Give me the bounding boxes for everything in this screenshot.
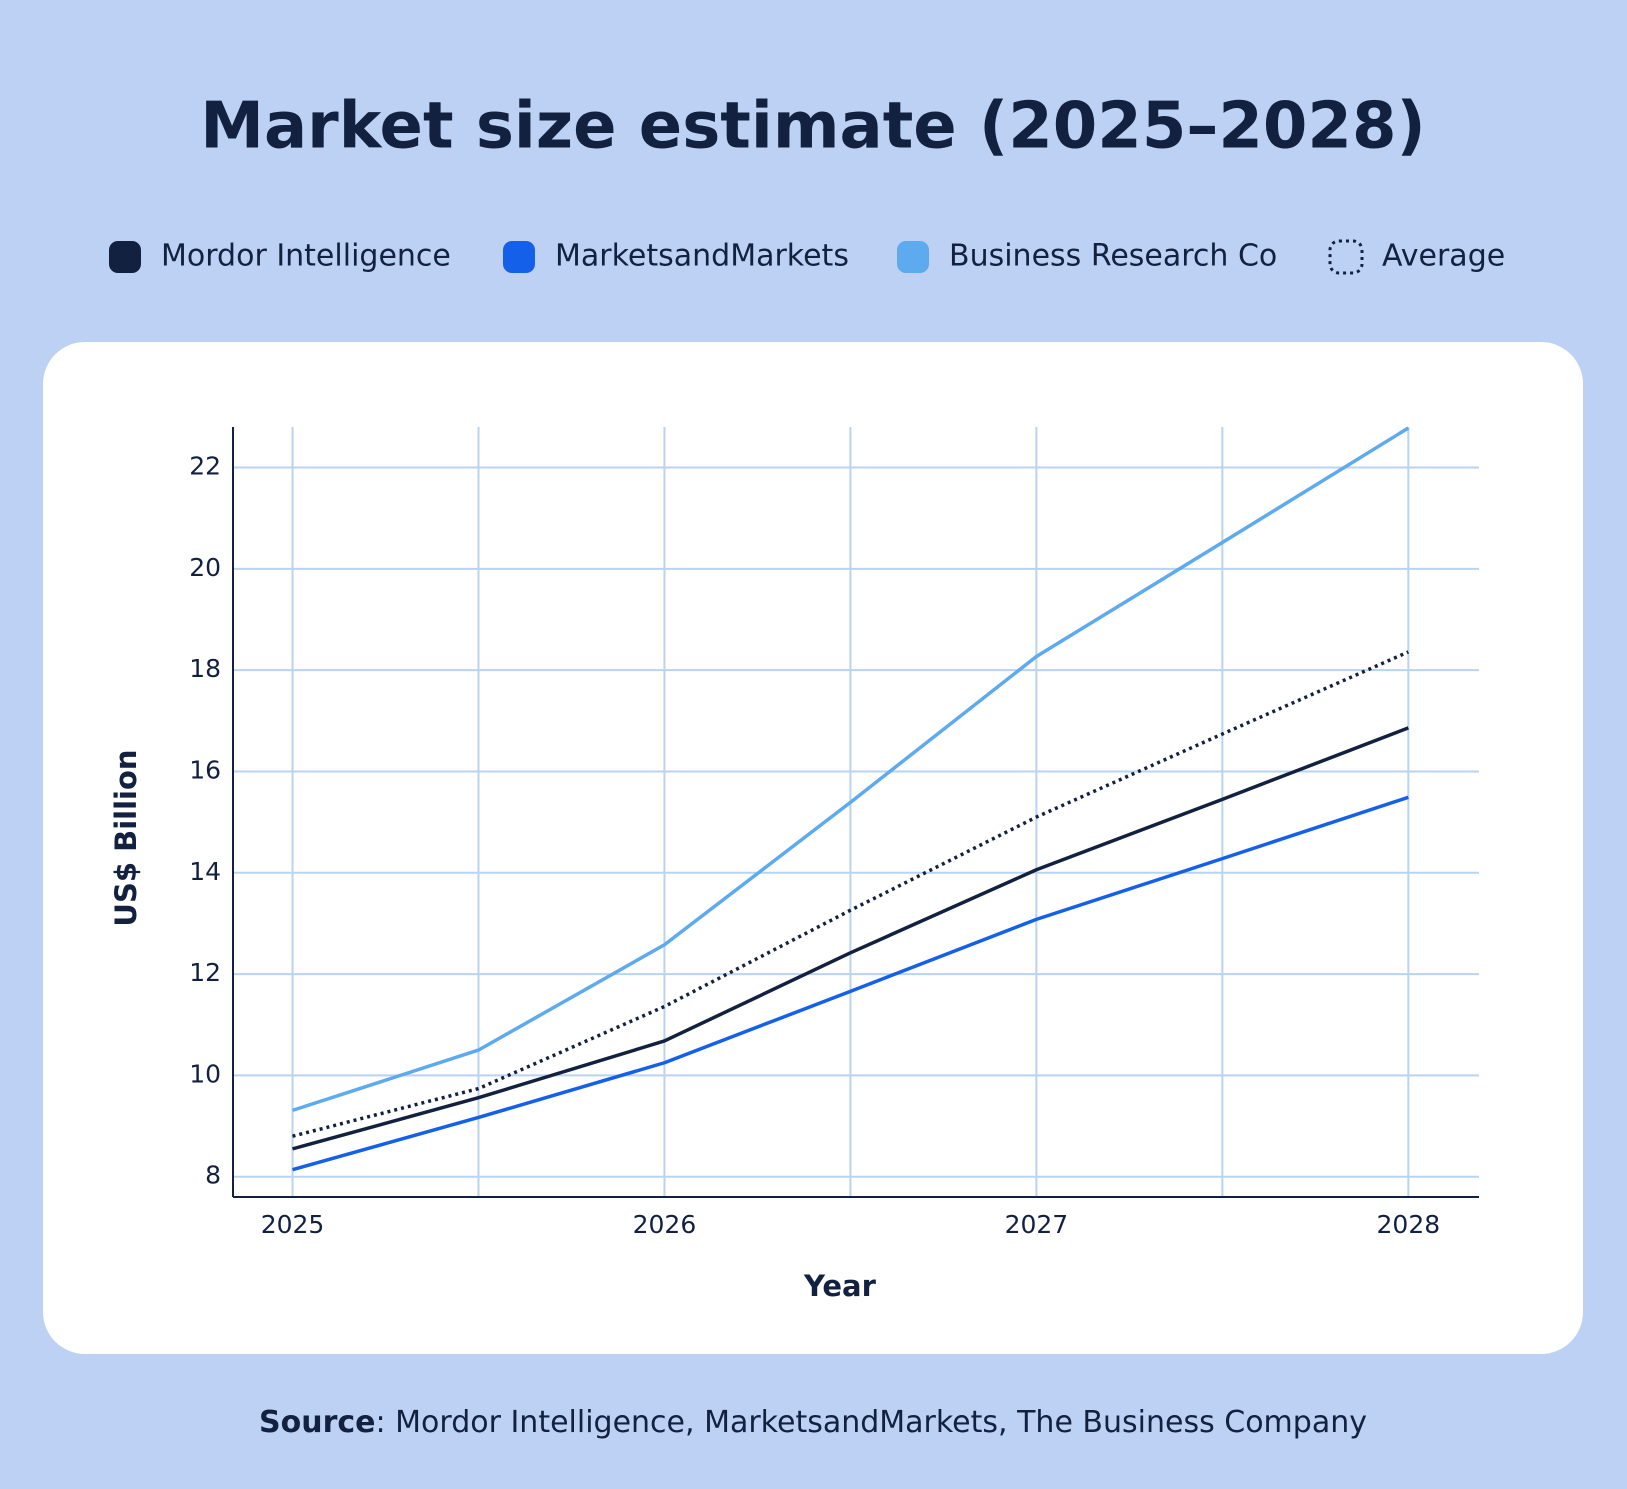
legend-marker [897, 241, 929, 273]
x-tick-label: 2025 [261, 1210, 325, 1239]
x-tick-label: 2027 [1005, 1210, 1069, 1239]
legend-marker [503, 241, 535, 273]
x-axis-title: Year [803, 1269, 877, 1303]
plot-card [43, 342, 1583, 1354]
legend-label: Average [1382, 239, 1505, 274]
legend-label: MarketsandMarkets [555, 239, 849, 274]
series-line [292, 726, 1409, 1151]
source-label: Source [259, 1405, 376, 1440]
y-axis-title: US$ Billion [109, 749, 143, 926]
legend-label: Mordor Intelligence [161, 239, 451, 274]
source-note: Source: Mordor Intelligence, MarketsandM… [259, 1405, 1367, 1440]
y-tick-label: 14 [189, 857, 221, 886]
legend-label: Business Research Co [949, 239, 1277, 274]
legend-marker [109, 241, 141, 273]
chart-title: Market size estimate (2025–2028) [200, 90, 1425, 164]
legend-marker [1328, 239, 1364, 275]
y-tick-label: 18 [189, 654, 221, 683]
source-text: : Mordor Intelligence, MarketsandMarkets… [376, 1405, 1367, 1440]
y-tick-label: 8 [205, 1161, 221, 1190]
y-tick-label: 16 [189, 755, 221, 784]
series-line [292, 650, 1410, 1138]
y-tick-label: 10 [189, 1059, 221, 1088]
series-line [291, 426, 1410, 1113]
y-tick-label: 12 [189, 958, 221, 987]
y-tick-label: 22 [189, 452, 221, 481]
x-tick-label: 2026 [633, 1210, 697, 1239]
series-line [292, 795, 1409, 1172]
y-tick-label: 20 [189, 553, 221, 582]
x-tick-label: 2028 [1377, 1210, 1441, 1239]
